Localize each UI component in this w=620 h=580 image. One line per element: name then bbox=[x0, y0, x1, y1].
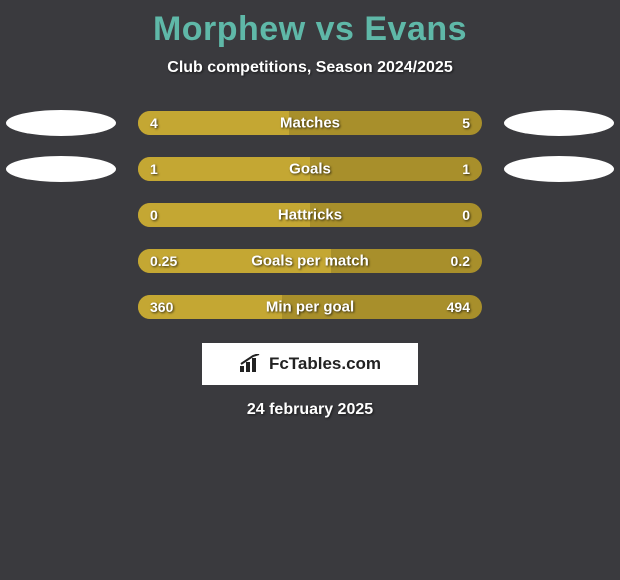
stat-label: Hattricks bbox=[278, 207, 342, 224]
stat-value-right: 494 bbox=[447, 299, 470, 315]
stat-bar: Matches 4 5 bbox=[138, 111, 482, 135]
stat-row: Hattricks 0 0 bbox=[138, 203, 482, 227]
stat-label: Goals per match bbox=[251, 253, 369, 270]
page-subtitle: Club competitions, Season 2024/2025 bbox=[167, 59, 452, 77]
logo-box: FcTables.com bbox=[202, 343, 418, 385]
stat-value-left: 360 bbox=[150, 299, 173, 315]
decoration-ellipse bbox=[6, 156, 116, 182]
stat-label: Goals bbox=[289, 161, 331, 178]
page-root: Morphew vs Evans Club competitions, Seas… bbox=[0, 0, 620, 580]
stat-bar: Goals 1 1 bbox=[138, 157, 482, 181]
stat-row: Goals per match 0.25 0.2 bbox=[138, 249, 482, 273]
logo-text: FcTables.com bbox=[269, 354, 381, 374]
stat-value-right: 0 bbox=[462, 207, 470, 223]
stat-row: Goals 1 1 bbox=[138, 157, 482, 181]
stat-bar-fill bbox=[138, 157, 310, 181]
stat-value-left: 0.25 bbox=[150, 253, 177, 269]
stat-value-left: 0 bbox=[150, 207, 158, 223]
stat-row: Min per goal 360 494 bbox=[138, 295, 482, 319]
decoration-ellipse bbox=[504, 156, 614, 182]
stat-label: Matches bbox=[280, 115, 340, 132]
stat-bar: Min per goal 360 494 bbox=[138, 295, 482, 319]
stat-value-left: 4 bbox=[150, 115, 158, 131]
stats-container: Matches 4 5 Goals 1 1 Hattricks 0 0 Goals per mat… bbox=[0, 111, 620, 319]
stat-bar: Goals per match 0.25 0.2 bbox=[138, 249, 482, 273]
decoration-ellipse bbox=[6, 110, 116, 136]
stat-label: Min per goal bbox=[266, 299, 354, 316]
stat-value-right: 0.2 bbox=[451, 253, 470, 269]
stat-row: Matches 4 5 bbox=[138, 111, 482, 135]
stat-value-right: 5 bbox=[462, 115, 470, 131]
date-label: 24 february 2025 bbox=[247, 401, 373, 419]
decoration-ellipse bbox=[504, 110, 614, 136]
stat-bar: Hattricks 0 0 bbox=[138, 203, 482, 227]
stat-value-left: 1 bbox=[150, 161, 158, 177]
stat-bar-fill bbox=[138, 111, 289, 135]
stat-value-right: 1 bbox=[462, 161, 470, 177]
chart-icon bbox=[239, 354, 263, 374]
page-title: Morphew vs Evans bbox=[153, 10, 467, 49]
